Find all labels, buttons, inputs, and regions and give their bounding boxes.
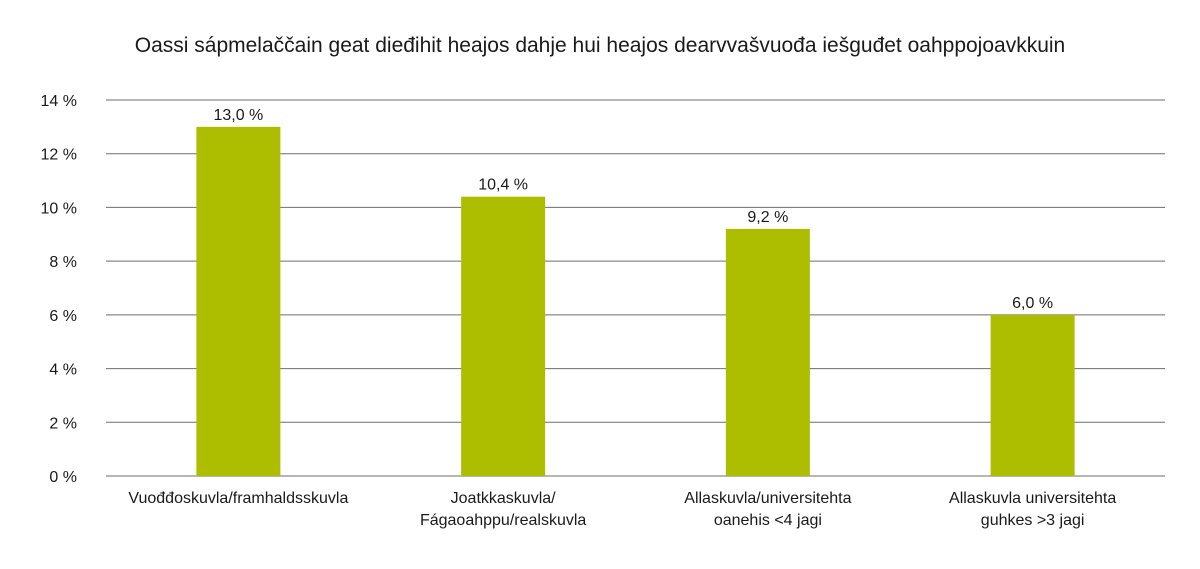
- y-tick-label-3: 6 %: [49, 308, 77, 325]
- category-label-2-line-0: Allaskuvla/universitehta: [684, 490, 851, 507]
- y-tick-label-0: 0 %: [49, 469, 77, 486]
- bar-value-label-1: 10,4 %: [478, 177, 528, 194]
- y-tick-label-6: 12 %: [41, 147, 77, 164]
- category-label-1-line-1: Fágaoahppu/realskuvla: [420, 512, 586, 529]
- category-label-2-line-1: oanehis <4 jagi: [714, 512, 822, 529]
- chart-title: Oassi sápmelaččain geat dieđihit heajos …: [134, 34, 1066, 57]
- category-label-0-line-0: Vuođđoskuvla/framhaldsskuvla: [128, 490, 348, 507]
- bar-2: [725, 228, 810, 476]
- bar-value-labels: 13,0 % 10,4 % 9,2 % 6,0 %: [213, 107, 1053, 312]
- category-label-1-line-0: Joatkkaskuvla/: [451, 490, 556, 507]
- y-tick-label-7: 14 %: [41, 93, 77, 110]
- bar-0: [196, 126, 281, 476]
- category-label-3-line-1: guhkes >3 jagi: [981, 512, 1085, 529]
- x-axis-category-labels: Vuođđoskuvla/framhaldsskuvla Joatkkaskuvl…: [128, 490, 1116, 529]
- bar-value-label-0: 13,0 %: [213, 107, 263, 124]
- bar-1: [461, 196, 546, 476]
- bars: [196, 126, 1075, 476]
- y-tick-label-5: 10 %: [41, 200, 77, 217]
- bar-value-label-3: 6,0 %: [1012, 295, 1053, 312]
- y-axis-tick-labels: 0 % 2 % 4 % 6 % 8 % 10 % 12 % 14 %: [41, 93, 77, 486]
- category-label-3-line-0: Allaskuvla universitehta: [949, 490, 1116, 507]
- bar-value-label-2: 9,2 %: [747, 209, 788, 226]
- y-tick-label-4: 8 %: [49, 254, 77, 271]
- y-tick-label-1: 2 %: [49, 415, 77, 432]
- y-tick-label-2: 4 %: [49, 362, 77, 379]
- gridlines: [106, 99, 1165, 477]
- bar-3: [990, 314, 1075, 476]
